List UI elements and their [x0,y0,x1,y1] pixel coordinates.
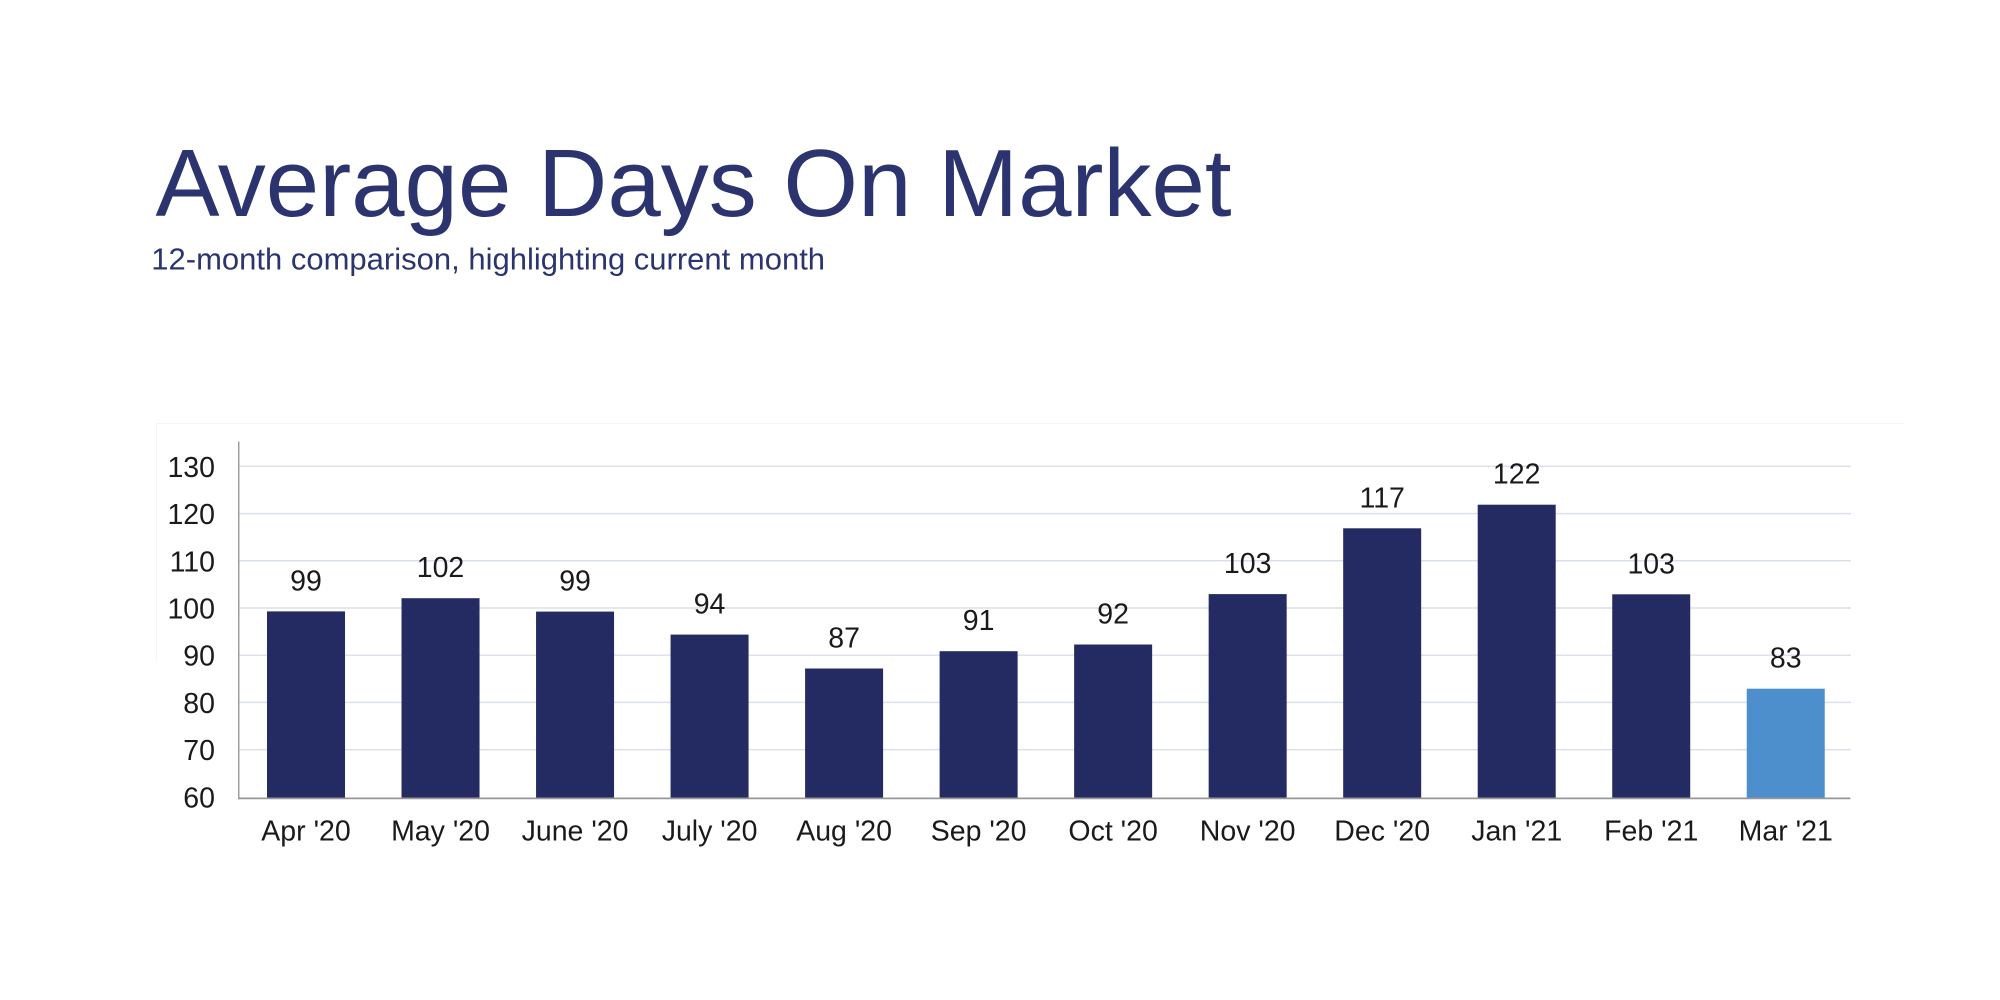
svg-text:100: 100 [167,593,215,625]
svg-text:June '20: June '20 [522,816,629,848]
svg-text:102: 102 [417,552,465,584]
svg-text:91: 91 [963,605,995,637]
svg-text:117: 117 [1359,482,1404,514]
svg-text:70: 70 [183,735,215,767]
svg-text:12-month comparison, highlight: 12-month comparison, highlighting curren… [151,242,825,277]
svg-text:87: 87 [828,623,860,655]
svg-text:99: 99 [290,565,322,597]
svg-text:Mar '21: Mar '21 [1739,816,1833,848]
svg-text:Apr '20: Apr '20 [261,816,350,848]
svg-text:83: 83 [1770,643,1802,675]
svg-text:Dec '20: Dec '20 [1334,816,1430,848]
svg-text:May '20: May '20 [391,816,490,848]
svg-text:Feb '21: Feb '21 [1604,816,1698,848]
svg-text:80: 80 [183,688,215,720]
svg-text:Aug '20: Aug '20 [796,816,892,848]
svg-text:122: 122 [1493,459,1541,491]
svg-text:130: 130 [167,452,215,484]
svg-text:Average Days On Market: Average Days On Market [156,130,1232,237]
svg-text:Jan '21: Jan '21 [1471,816,1562,848]
svg-text:Sep '20: Sep '20 [931,816,1027,848]
svg-text:92: 92 [1097,599,1129,631]
svg-text:99: 99 [559,566,591,598]
svg-text:Nov '20: Nov '20 [1200,816,1296,848]
svg-text:103: 103 [1627,548,1675,580]
svg-text:103: 103 [1224,548,1272,580]
svg-text:120: 120 [167,499,215,531]
svg-text:Oct '20: Oct '20 [1068,816,1157,848]
svg-text:July '20: July '20 [662,816,758,848]
svg-text:90: 90 [183,641,215,673]
svg-text:110: 110 [170,546,215,578]
svg-text:60: 60 [183,782,215,814]
svg-text:94: 94 [694,589,726,621]
